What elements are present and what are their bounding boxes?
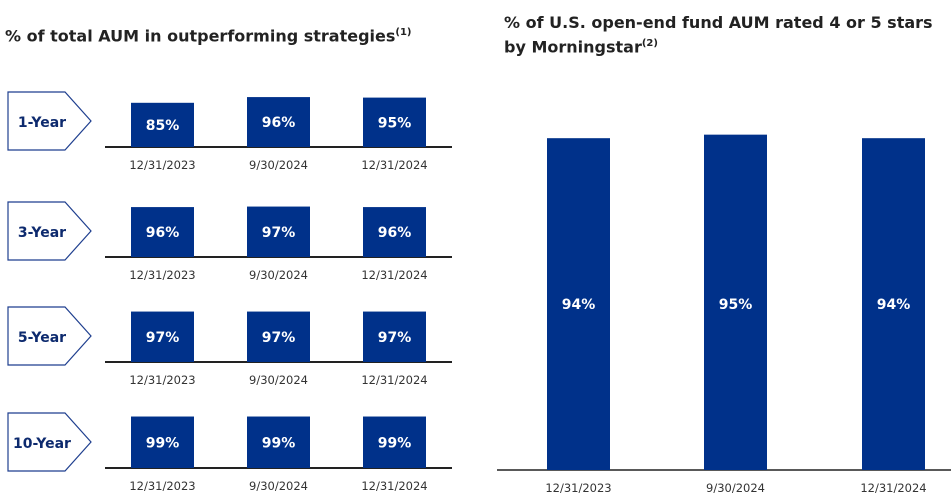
- bar: [131, 416, 194, 468]
- bar-value-label: 97%: [146, 330, 180, 346]
- date-tick-label: 12/31/2024: [361, 373, 427, 387]
- period-label: 10-Year: [13, 436, 71, 452]
- bar: [704, 134, 767, 470]
- date-tick-label: 12/31/2024: [860, 481, 926, 495]
- date-tick-label: 9/30/2024: [249, 268, 308, 282]
- bar-value-label: 97%: [378, 330, 412, 346]
- date-tick-label: 12/31/2024: [361, 158, 427, 172]
- period-label: 5-Year: [18, 330, 66, 346]
- bar: [363, 207, 426, 257]
- date-tick-label: 9/30/2024: [249, 479, 308, 493]
- left-title-text: % of total AUM in outperforming strategi…: [5, 26, 396, 46]
- date-tick-label: 9/30/2024: [706, 481, 765, 495]
- period-label-box: [7, 91, 92, 151]
- bar: [247, 97, 310, 147]
- bar-value-label: 99%: [146, 435, 180, 451]
- period-label: 1-Year: [18, 115, 66, 131]
- bar: [131, 102, 194, 147]
- right-title-text: % of U.S. open-end fund AUM rated 4 or 5…: [504, 13, 933, 57]
- bar-value-label: 95%: [719, 297, 753, 313]
- right-footnote: (2): [641, 38, 658, 49]
- bar: [862, 138, 925, 470]
- bar-value-label: 97%: [262, 330, 296, 346]
- date-tick-label: 9/30/2024: [249, 373, 308, 387]
- date-tick-label: 12/31/2024: [361, 268, 427, 282]
- bar-value-label: 96%: [262, 115, 296, 131]
- left-chart-title: % of total AUM in outperforming strategi…: [5, 22, 412, 46]
- period-label-box: [7, 201, 92, 261]
- bar: [247, 311, 310, 362]
- left-footnote: (1): [395, 27, 412, 38]
- date-tick-label: 12/31/2023: [129, 373, 195, 387]
- bar-value-label: 99%: [378, 435, 412, 451]
- bar-value-label: 99%: [262, 435, 296, 451]
- date-tick-label: 9/30/2024: [249, 158, 308, 172]
- date-tick-label: 12/31/2024: [361, 479, 427, 493]
- bar-value-label: 85%: [146, 118, 180, 134]
- date-tick-label: 12/31/2023: [129, 479, 195, 493]
- bar-value-label: 94%: [562, 297, 596, 313]
- bar-value-label: 97%: [262, 225, 296, 241]
- period-label-box: [7, 412, 92, 472]
- date-tick-label: 12/31/2023: [129, 158, 195, 172]
- bar: [363, 97, 426, 147]
- bar-value-label: 95%: [378, 115, 412, 131]
- period-label-box: [7, 306, 92, 366]
- date-tick-label: 12/31/2023: [545, 481, 611, 495]
- bar: [131, 207, 194, 257]
- bar-value-label: 96%: [378, 225, 412, 241]
- bar-value-label: 94%: [877, 297, 911, 313]
- right-chart-title: % of U.S. open-end fund AUM rated 4 or 5…: [504, 12, 951, 57]
- bar: [247, 206, 310, 257]
- bar: [247, 416, 310, 468]
- bar-value-label: 96%: [146, 225, 180, 241]
- bar: [363, 311, 426, 362]
- bar: [547, 138, 610, 470]
- date-tick-label: 12/31/2023: [129, 268, 195, 282]
- bar: [363, 416, 426, 468]
- bar: [131, 311, 194, 362]
- period-label: 3-Year: [18, 225, 66, 241]
